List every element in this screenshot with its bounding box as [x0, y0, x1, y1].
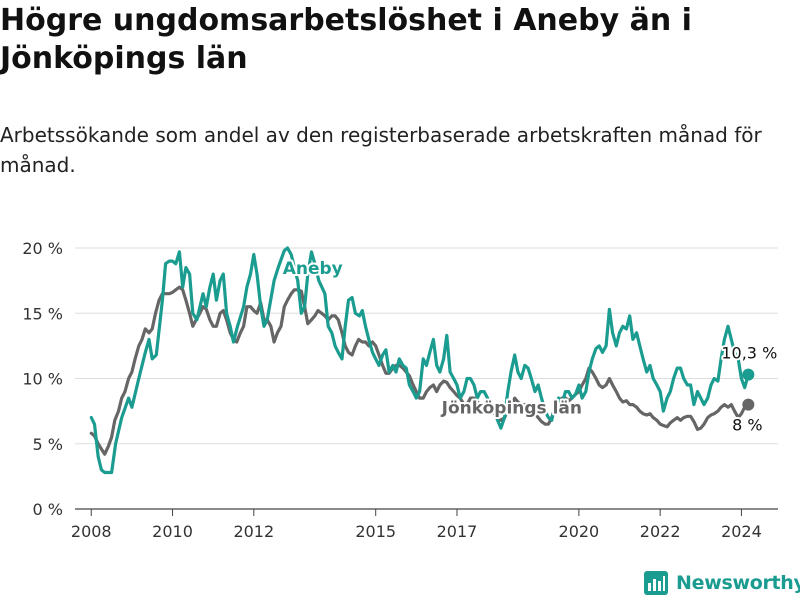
- x-tick-label: 2020: [559, 522, 600, 541]
- series-line-aneby: [89, 246, 750, 475]
- x-tick-label: 2017: [437, 522, 478, 541]
- logo-text: Newsworthy: [676, 572, 800, 594]
- gridlines: [75, 247, 778, 510]
- end-marker-jonkopings-lan: [742, 398, 755, 411]
- y-tick-label: 20 %: [22, 239, 63, 258]
- chart-title: Högre ungdomsarbetslöshet i Aneby än i J…: [0, 3, 692, 76]
- x-tick-label: 2024: [721, 522, 762, 541]
- bar-chart-logo-icon: [644, 571, 668, 595]
- x-tick-label: 2008: [71, 522, 112, 541]
- y-tick-label: 10 %: [22, 370, 63, 389]
- x-tick-label: 2022: [640, 522, 681, 541]
- x-tick-label: 2015: [355, 522, 396, 541]
- x-tick-label: 2012: [233, 522, 274, 541]
- end-marker-aneby: [742, 368, 755, 381]
- chart-subtitle: Arbetssökande som andel av den registerb…: [0, 123, 762, 177]
- series-lines: [89, 246, 750, 475]
- series-line-jonkopings-lan: [89, 285, 750, 456]
- y-tick-label: 5 %: [33, 435, 63, 454]
- end-value-label-aneby-halo: 10,3 %: [721, 344, 777, 363]
- y-axis: 0 % 5 % 10 % 15 % 20 %: [22, 239, 63, 519]
- series-label-jonkopings-lan: Jönköpings län: [441, 399, 582, 419]
- series-label-jonkopings-lan-halo: Jönköpings län: [441, 399, 582, 419]
- y-tick-label: 15 %: [22, 304, 63, 323]
- y-tick-label: 0 %: [33, 500, 63, 519]
- end-value-label-jonkopings-lan: 8 %: [732, 416, 762, 435]
- series-label-aneby: Aneby: [283, 259, 343, 279]
- series-label-aneby-halo: Aneby: [283, 259, 343, 279]
- end-value-label-jonkopings-lan-halo: 8 %: [732, 416, 762, 435]
- newsworthy-logo: Newsworthy: [644, 569, 800, 597]
- x-tick-label: 2010: [152, 522, 193, 541]
- x-axis: 2008 2010 2012 2015 2017 2020 2022 2024: [71, 509, 762, 541]
- end-value-label-aneby: 10,3 %: [721, 344, 777, 363]
